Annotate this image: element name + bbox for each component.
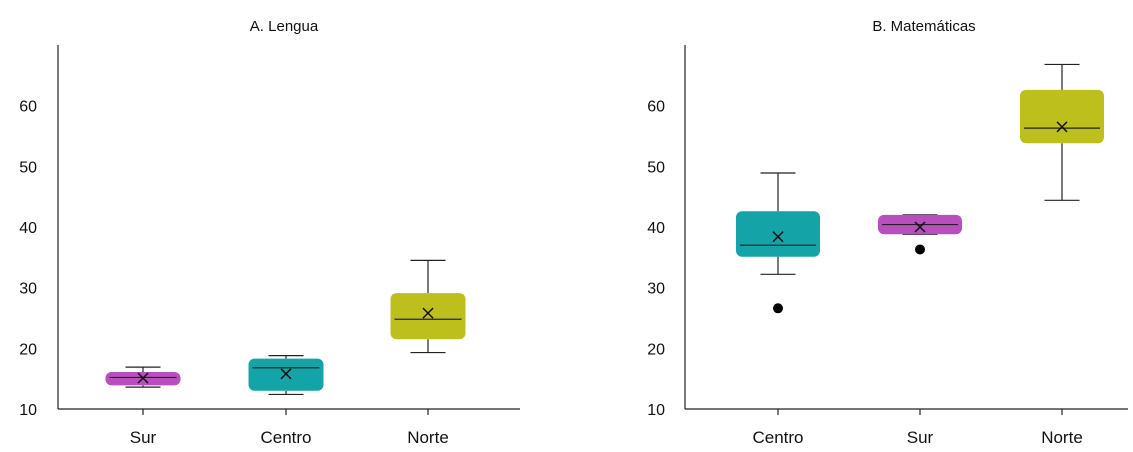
- panel-title: B. Matemáticas: [872, 18, 975, 35]
- y-tick-label: 40: [19, 220, 37, 237]
- y-tick-label: 10: [19, 402, 37, 419]
- y-tick-label: 50: [647, 159, 665, 176]
- mean-marker: [772, 231, 784, 243]
- y-tick-label: 60: [19, 99, 37, 116]
- box-norte: Norte: [390, 259, 466, 447]
- mean-marker: [137, 372, 149, 384]
- y-tick-label: 40: [647, 220, 665, 237]
- outlier-point: [915, 244, 925, 255]
- box-centro: Centro: [736, 172, 820, 447]
- y-tick-label: 50: [19, 159, 37, 176]
- category-label: Centro: [260, 428, 311, 447]
- outlier-point: [773, 303, 783, 314]
- mean-marker: [280, 368, 292, 380]
- y-tick-label: 60: [647, 99, 665, 116]
- box-norte: Norte: [1020, 63, 1104, 447]
- category-label: Sur: [907, 428, 934, 447]
- mean-marker: [1056, 121, 1068, 133]
- y-tick-label: 10: [647, 402, 665, 419]
- iqr-box: [736, 211, 820, 257]
- mean-marker: [422, 307, 434, 319]
- category-label: Norte: [407, 428, 449, 447]
- box-sur: Sur: [878, 214, 962, 447]
- mean-marker: [914, 221, 926, 233]
- category-label: Norte: [1041, 428, 1083, 447]
- y-tick-label: 30: [647, 281, 665, 298]
- panel-lengua: A. Lengua 10 20 30 40 50 60 Sur Centro Norte: [19, 18, 520, 447]
- iqr-box: [390, 293, 466, 340]
- box-sur: Sur: [105, 366, 181, 447]
- iqr-box: [1020, 89, 1104, 144]
- panel-title: A. Lengua: [250, 18, 319, 35]
- y-tick-label: 30: [19, 281, 37, 298]
- category-label: Sur: [130, 428, 157, 447]
- panel-matematicas: B. Matemáticas 10 20 30 40 50 60 Centro Sur Norte: [647, 18, 1128, 447]
- box-centro: Centro: [248, 355, 324, 447]
- y-tick-label: 20: [19, 341, 37, 358]
- y-tick-label: 20: [647, 341, 665, 358]
- category-label: Centro: [752, 428, 803, 447]
